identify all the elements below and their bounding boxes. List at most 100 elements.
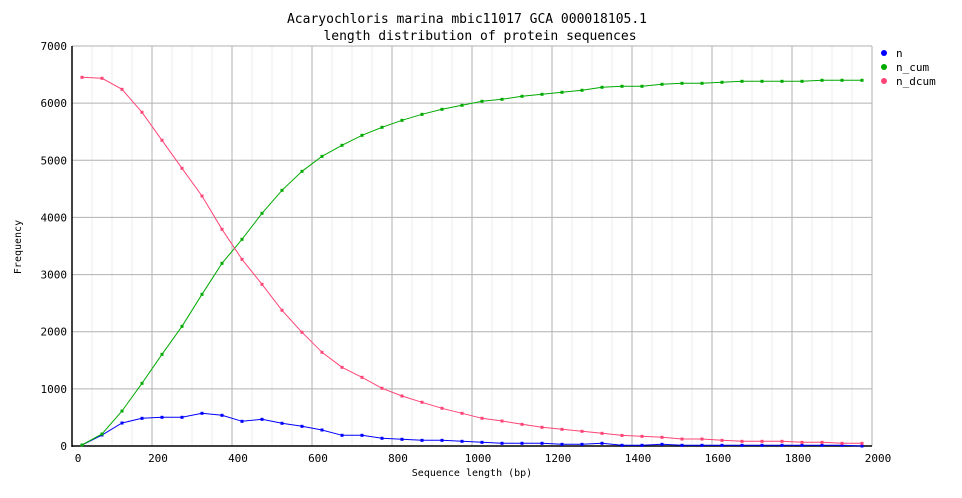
series-n_cum: [80, 78, 864, 447]
data-point-n: [560, 442, 564, 446]
data-point-n: [860, 444, 864, 448]
data-point-n: [740, 443, 744, 447]
data-point-n_cum: [500, 97, 504, 101]
y-tick-label: 5000: [41, 154, 68, 167]
data-point-n_cum: [340, 143, 344, 147]
data-point-n: [420, 438, 424, 442]
data-point-n_cum: [140, 381, 144, 385]
x-tick-label: 1000: [465, 452, 492, 465]
data-point-n: [580, 442, 584, 446]
data-point-n: [240, 419, 244, 423]
data-point-n_dcum: [860, 441, 864, 445]
data-point-n_dcum: [240, 257, 244, 261]
data-point-n_dcum: [660, 435, 664, 439]
data-point-n: [800, 443, 804, 447]
data-point-n_dcum: [480, 416, 484, 420]
data-point-n_dcum: [320, 350, 324, 354]
data-point-n_dcum: [820, 440, 824, 444]
data-point-n_cum: [480, 99, 484, 103]
chart-title-line-1: Acaryochloris marina mbic11017 GCA 00001…: [287, 12, 647, 27]
data-point-n_dcum: [400, 394, 404, 398]
x-tick-label: 1200: [545, 452, 572, 465]
data-point-n: [180, 415, 184, 419]
data-point-n_dcum: [260, 282, 264, 286]
data-point-n_cum: [820, 78, 824, 82]
x-tick-label: 2000: [865, 452, 892, 465]
data-point-n_cum: [740, 79, 744, 83]
data-point-n_cum: [420, 112, 424, 116]
data-point-n_dcum: [460, 411, 464, 415]
data-point-n: [300, 424, 304, 428]
data-point-n: [380, 436, 384, 440]
data-point-n_cum: [540, 92, 544, 96]
x-tick-label: 600: [308, 452, 328, 465]
data-point-n_dcum: [180, 166, 184, 170]
data-point-n_cum: [80, 443, 84, 447]
x-tick-label: 1800: [785, 452, 812, 465]
data-point-n_cum: [560, 90, 564, 94]
data-point-n: [360, 433, 364, 437]
series-group: [80, 75, 864, 448]
series-line-n_dcum: [81, 76, 862, 444]
data-point-n: [820, 443, 824, 447]
data-point-n: [480, 440, 484, 444]
data-point-n_dcum: [840, 441, 844, 445]
legend-label-n_cum: n_cum: [896, 61, 929, 74]
y-tick-label: 3000: [41, 269, 68, 282]
data-point-n_cum: [780, 79, 784, 83]
data-point-n_cum: [400, 118, 404, 122]
data-point-n_cum: [180, 324, 184, 328]
data-point-n: [700, 443, 704, 447]
data-point-n_cum: [580, 88, 584, 92]
data-point-n_dcum: [500, 419, 504, 423]
data-point-n_cum: [120, 409, 124, 413]
data-point-n_dcum: [380, 386, 384, 390]
data-point-n_cum: [360, 133, 364, 137]
data-point-n_cum: [280, 188, 284, 192]
data-point-n_cum: [220, 261, 224, 265]
data-point-n_cum: [240, 237, 244, 241]
data-point-n: [160, 415, 164, 419]
y-tick-label: 1000: [41, 383, 68, 396]
data-point-n_cum: [760, 79, 764, 83]
data-point-n_cum: [200, 292, 204, 296]
data-point-n_dcum: [440, 406, 444, 410]
data-point-n_cum: [320, 154, 324, 158]
data-point-n: [340, 433, 344, 437]
data-point-n: [400, 437, 404, 441]
data-point-n_cum: [720, 80, 724, 84]
series-line-n: [81, 412, 863, 447]
data-point-n: [760, 443, 764, 447]
y-tick-label: 2000: [41, 326, 68, 339]
y-tick-label: 7000: [41, 40, 68, 53]
data-point-n: [260, 417, 264, 421]
data-point-n_dcum: [140, 110, 144, 114]
data-point-n_dcum: [80, 75, 84, 79]
data-point-n_dcum: [220, 227, 224, 231]
data-point-n_dcum: [280, 308, 284, 312]
data-point-n_cum: [100, 432, 104, 436]
legend-label-n_dcum: n_dcum: [896, 75, 936, 88]
legend-marker-n: [881, 50, 887, 56]
data-point-n: [680, 443, 684, 447]
data-point-n_dcum: [520, 422, 524, 426]
data-point-n_dcum: [200, 194, 204, 198]
x-tick-label: 1400: [625, 452, 652, 465]
data-point-n_dcum: [120, 87, 124, 91]
data-point-n_dcum: [740, 439, 744, 443]
data-point-n_cum: [700, 81, 704, 85]
data-point-n_cum: [800, 79, 804, 83]
series-line-n_cum: [81, 79, 862, 446]
data-point-n: [140, 416, 144, 420]
y-axis-label: Frequency: [13, 220, 24, 274]
x-tick-label: 800: [388, 452, 408, 465]
data-point-n: [600, 441, 604, 445]
data-point-n: [220, 413, 224, 417]
legend-marker-n_cum: [881, 64, 887, 70]
chart-title-line-2: length distribution of protein sequences: [323, 29, 636, 44]
data-point-n_cum: [460, 103, 464, 107]
data-point-n: [520, 441, 524, 445]
data-point-n_cum: [680, 81, 684, 85]
x-tick-label: 400: [228, 452, 248, 465]
